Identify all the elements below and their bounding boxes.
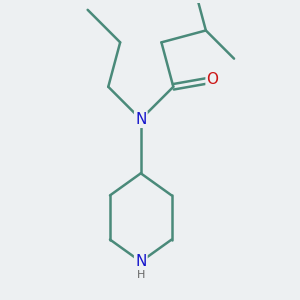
Text: N: N [135,112,146,127]
Text: H: H [136,270,145,280]
Text: O: O [207,72,219,87]
Text: N: N [135,254,146,269]
